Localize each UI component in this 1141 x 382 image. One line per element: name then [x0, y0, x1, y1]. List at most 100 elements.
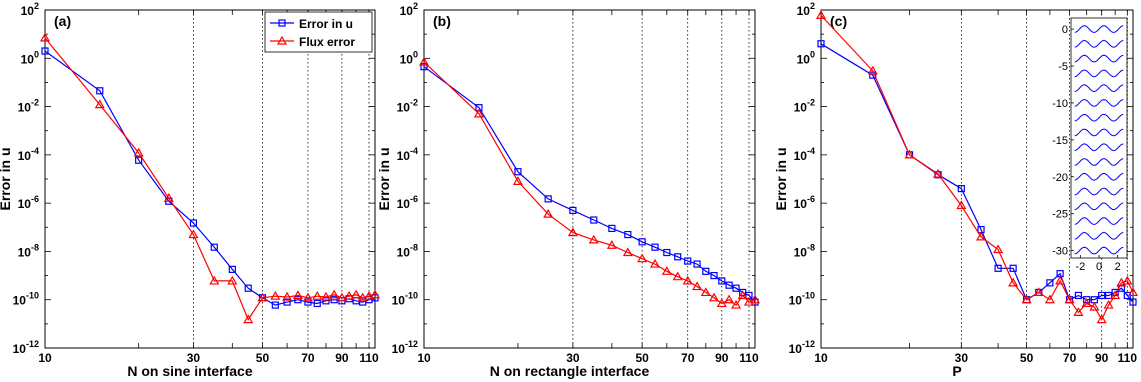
x-tick-label: 70 [1063, 351, 1077, 365]
y-axis-label: Error in u [376, 147, 392, 210]
data-point [369, 289, 381, 299]
data-point [330, 296, 338, 304]
data-point [1009, 264, 1017, 272]
data-point [1021, 294, 1032, 304]
inset-curve [1074, 84, 1124, 93]
y-tick-label: 10-8 [794, 242, 815, 259]
data-point [329, 289, 340, 299]
y-tick-label: 10-10 [13, 291, 39, 308]
inset-curve [1074, 217, 1124, 225]
data-point [418, 56, 430, 66]
data-point [163, 193, 174, 202]
inset-curve [1074, 202, 1124, 211]
data-point [514, 168, 522, 176]
legend-marker [276, 35, 288, 45]
panel-b: 10-12 10-10 10-8 10-6 10-4 10-2 100 102 10 30 50 70… [376, 1, 761, 379]
x-tick-label: 110 [359, 351, 379, 365]
data-point [257, 292, 268, 302]
x-tick-label: 50 [1020, 351, 1034, 365]
x-axis-label: N on sine interface [127, 363, 252, 379]
x-tick-label: 30 [566, 351, 580, 365]
inset-y-tick-label: -25 [1052, 209, 1068, 221]
inset-x-tick-label: -2 [1075, 261, 1085, 273]
data-point [227, 275, 238, 285]
data-point [957, 185, 965, 193]
data-point [189, 219, 198, 227]
data-point [815, 10, 827, 19]
data-point [993, 244, 1004, 254]
data-point [590, 216, 598, 224]
data-point [1103, 299, 1114, 309]
data-point [473, 108, 484, 118]
data-point [638, 238, 646, 246]
data-point [312, 290, 323, 300]
data-point [608, 224, 616, 232]
data-point [956, 200, 967, 210]
data-point [271, 301, 279, 309]
legend-box [264, 11, 373, 53]
data-point [567, 227, 578, 237]
inset-curve [1074, 158, 1124, 166]
legend-label: Flux error [299, 35, 355, 49]
data-point [544, 195, 552, 203]
data-point [569, 206, 577, 215]
x-tick-label: 90 [335, 351, 349, 365]
data-point [976, 231, 987, 241]
x-tick-label: 50 [256, 351, 270, 365]
data-point [336, 292, 347, 302]
data-point [606, 240, 617, 249]
y-tick-label: 102 [400, 1, 418, 18]
y-tick-label: 10-8 [18, 242, 39, 259]
x-tick-label: 70 [681, 351, 695, 365]
data-point [663, 248, 671, 257]
y-tick-label: 10-6 [18, 194, 39, 211]
y-tick-label: 10-4 [397, 146, 418, 163]
x-tick-label: 90 [1095, 351, 1109, 365]
data-point [817, 40, 825, 48]
data-point [1110, 290, 1121, 300]
data-point [1083, 296, 1091, 304]
data-point [718, 277, 726, 285]
data-point [624, 230, 632, 239]
data-point [1129, 298, 1137, 306]
data-point [133, 147, 144, 157]
inset-curve [1074, 172, 1124, 181]
data-point [1116, 277, 1127, 287]
legend: Error in u Flux error [264, 11, 373, 53]
data-point [1046, 279, 1054, 287]
data-point [732, 284, 740, 292]
data-point [1044, 294, 1055, 304]
data-point [661, 266, 672, 275]
inset-y-tick-label: 0 [1062, 24, 1068, 36]
data-point [731, 299, 742, 309]
data-point [588, 234, 599, 244]
inset-curve [1074, 99, 1124, 107]
data-point [737, 290, 748, 300]
data-point [41, 47, 49, 55]
data-point [1096, 314, 1107, 324]
inset-curve [1074, 39, 1124, 48]
y-tick-label: 100 [797, 49, 815, 66]
data-point [725, 281, 733, 289]
x-tick-label: 10 [814, 351, 828, 365]
data-point [933, 168, 944, 178]
data-point [1089, 301, 1100, 311]
data-point [708, 292, 720, 302]
y-tick-label: 10-10 [392, 291, 418, 308]
inset-curve [1074, 187, 1124, 196]
data-point [651, 243, 659, 251]
inset-curve [1074, 25, 1124, 33]
data-point [682, 275, 693, 285]
data-point [1081, 298, 1092, 308]
data-point [270, 290, 281, 300]
y-tick-label: 10-2 [794, 98, 815, 115]
x-axis-label: P [952, 363, 961, 379]
data-point [244, 284, 252, 292]
data-point [420, 63, 428, 71]
x-tick-label: 10 [417, 351, 431, 365]
data-point [710, 271, 718, 280]
data-point [243, 314, 254, 324]
x-tick-label: 90 [715, 351, 729, 365]
data-point [96, 87, 104, 95]
